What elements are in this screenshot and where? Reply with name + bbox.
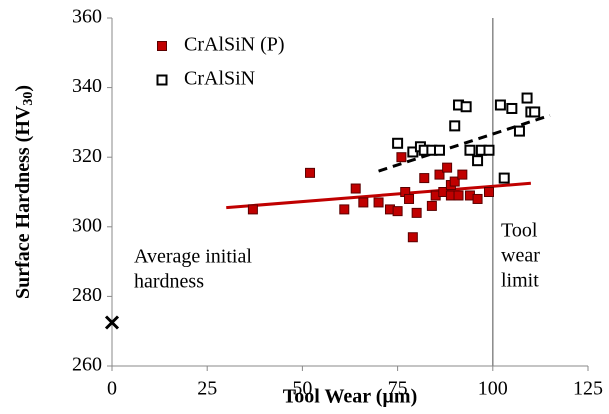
y-tick-label: 280 (72, 284, 102, 306)
point (449, 120, 461, 132)
annotation: hardness (134, 271, 204, 293)
trend-line (226, 181, 531, 210)
point (453, 190, 464, 201)
x-tick-label: 100 (478, 378, 508, 400)
point (433, 144, 445, 156)
point (460, 101, 472, 113)
x-tick-label: 50 (292, 378, 312, 400)
point (457, 169, 468, 180)
x-tick-label: 25 (197, 378, 217, 400)
legend-marker (157, 41, 167, 51)
y-tick-label: 360 (72, 6, 102, 28)
point (247, 204, 258, 215)
point (472, 193, 483, 204)
x-tick-label: 75 (388, 378, 408, 400)
point (404, 193, 415, 204)
point (373, 197, 384, 208)
point (464, 144, 476, 156)
point (513, 125, 525, 137)
initial-point (104, 315, 120, 330)
annotation: Tool (501, 220, 538, 242)
point (442, 162, 453, 173)
point (426, 200, 437, 211)
x-axis-label: Tool Wear (µm) (283, 386, 418, 408)
y-tick-label: 340 (72, 75, 102, 97)
trend-line (378, 114, 551, 173)
y-tick-label: 300 (72, 214, 102, 236)
point (506, 102, 518, 114)
point (407, 232, 418, 243)
point (521, 92, 533, 104)
point (392, 137, 404, 149)
point (498, 172, 510, 184)
annotation: limit (501, 270, 539, 292)
annotation: wear (501, 245, 540, 267)
point (411, 207, 422, 218)
annotation: Average initial (134, 246, 252, 268)
point (494, 99, 506, 111)
point (483, 187, 494, 197)
point (434, 169, 445, 180)
y-tick-label: 260 (72, 354, 102, 376)
legend-marker (156, 74, 168, 86)
point (350, 183, 361, 194)
point (305, 167, 316, 178)
legend-label: CrAlSiN (184, 68, 255, 90)
point (449, 176, 460, 187)
point (396, 152, 407, 163)
point (419, 173, 430, 184)
legend-label: CrAlSiN (P) (184, 34, 285, 56)
point (529, 106, 541, 118)
y-axis-label: Surface Hardness (HV30) (12, 85, 37, 299)
y-label-text: ) (12, 85, 34, 92)
point (392, 206, 403, 217)
x-tick-label: 0 (107, 378, 117, 400)
point (358, 197, 369, 208)
y-label-text: Surface Hardness (HV (12, 105, 34, 299)
point (472, 155, 484, 167)
y-tick-label: 320 (72, 145, 102, 167)
point (483, 144, 495, 156)
point (339, 204, 350, 215)
y-label-subscript: 30 (21, 92, 36, 106)
x-tick-label: 125 (573, 378, 603, 400)
